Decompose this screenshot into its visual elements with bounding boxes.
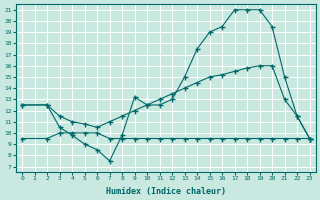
X-axis label: Humidex (Indice chaleur): Humidex (Indice chaleur) <box>106 187 226 196</box>
